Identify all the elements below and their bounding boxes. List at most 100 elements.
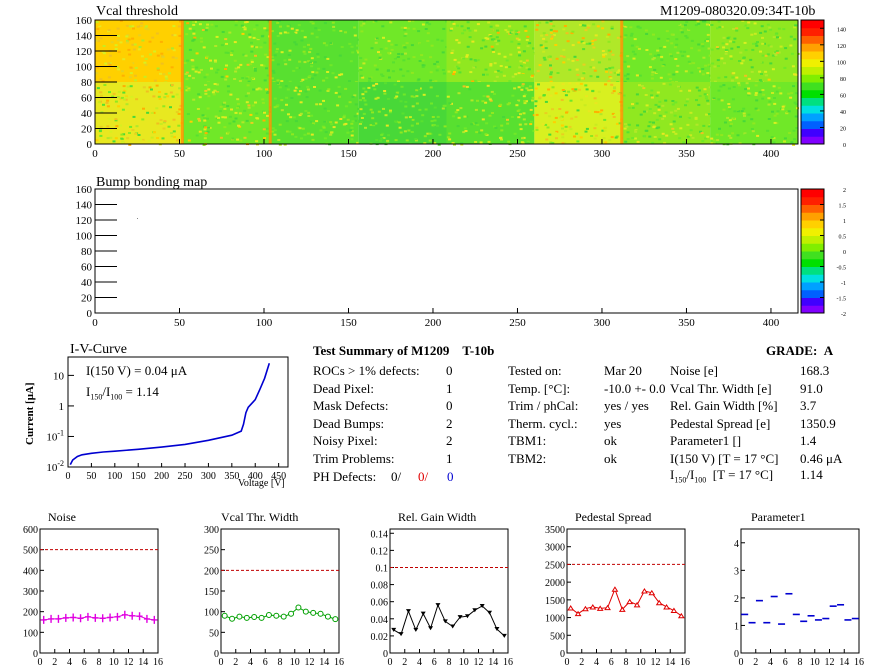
vcal-pixel — [123, 21, 127, 24]
vcal-pixel — [324, 59, 328, 62]
vcal-pixel — [561, 133, 565, 136]
vcal-pixel — [474, 29, 478, 32]
vcal-pixel — [457, 92, 461, 95]
vcal-pixel — [265, 132, 269, 135]
vcal-pixel — [523, 93, 527, 96]
vcal-pixel — [454, 111, 458, 114]
vcal-pixel — [425, 21, 429, 24]
vcal-pixel — [626, 77, 630, 80]
vcal-pixel — [701, 45, 705, 48]
vcal-pixel — [374, 41, 378, 44]
vcal-pixel — [265, 127, 269, 130]
vcal-pixel — [532, 130, 536, 132]
vcal-pixel — [350, 134, 354, 137]
vcal-pixel — [576, 73, 580, 76]
vcal-pixel — [653, 68, 657, 71]
vcal-pixel — [476, 99, 479, 102]
vcal-pixel — [210, 118, 214, 121]
vcal-pixel — [506, 103, 510, 106]
vcal-pixel — [172, 130, 176, 133]
vcal-pixel — [183, 62, 187, 65]
vcal-pixel — [230, 54, 234, 56]
vcal-pixel — [364, 126, 367, 129]
vcal-pixel — [99, 37, 103, 40]
vcal-pixel — [784, 57, 788, 60]
data-point — [596, 605, 604, 611]
vcal-pixel — [350, 122, 354, 125]
vcal-pixel — [685, 117, 689, 120]
vcal-pixel — [605, 35, 609, 38]
vcal-pixel — [552, 121, 556, 124]
vcal-pixel — [751, 48, 755, 51]
vcal-pixel — [551, 108, 554, 111]
vcal-pixel — [250, 68, 254, 71]
vcal-pixel — [394, 44, 398, 46]
vcal-pixel — [520, 88, 524, 91]
vcal-pixel — [744, 49, 748, 52]
vcal-pixel — [178, 108, 182, 111]
vcal-pixel — [697, 43, 701, 46]
vcal-pixel — [697, 89, 701, 92]
data-point — [251, 614, 258, 621]
vcal-pixel — [610, 136, 614, 139]
vcal-pixel — [761, 42, 765, 45]
vcal-pixel — [454, 29, 458, 32]
vcal-pixel — [98, 130, 102, 133]
defect-row-value: 1 — [446, 451, 453, 466]
vcal-pixel — [531, 74, 534, 77]
vcal-pixel — [274, 40, 278, 43]
vcal-pixel — [415, 95, 419, 98]
vcal-pixel — [603, 129, 607, 132]
vcal-pixel — [373, 88, 377, 91]
vcal-pixel — [476, 23, 480, 26]
vcal-pixel — [740, 62, 744, 65]
vcal-pixel — [442, 72, 446, 75]
small-y-tick: 2500 — [545, 560, 565, 571]
vcal-pixel — [226, 105, 230, 108]
small-x-tick: 8 — [447, 657, 452, 668]
vcal-pixel — [747, 92, 751, 95]
vcal-pixel — [506, 118, 509, 121]
vcal-pixel — [473, 79, 477, 82]
vcal-pixel — [761, 54, 765, 57]
vcal-pixel — [661, 65, 665, 67]
vcal-pixel — [234, 24, 238, 27]
vcal-pixel — [776, 67, 780, 70]
vcal-pixel — [649, 53, 653, 56]
vcal-pixel — [772, 95, 776, 98]
vcal-pixel — [654, 103, 658, 106]
bump-palette-tick: -0.5 — [837, 266, 847, 272]
vcal-pixel — [351, 120, 355, 123]
bump-palette-band — [801, 227, 824, 236]
vcal-pixel — [379, 139, 382, 142]
vcal-pixel — [792, 85, 795, 88]
vcal-pixel — [793, 123, 797, 126]
vcal-pixel — [716, 27, 719, 30]
vcal-pixel — [210, 23, 214, 26]
vcal-pixel — [545, 34, 549, 36]
vcal-pixel — [702, 56, 706, 59]
vcal-pixel — [276, 35, 280, 37]
vcal-pixel — [713, 65, 717, 68]
vcal-pixel — [717, 65, 720, 67]
vcal-pixel — [287, 54, 291, 56]
vcal-pixel — [760, 25, 764, 28]
vcal-pixel — [777, 86, 781, 89]
vcal-pixel — [350, 45, 354, 48]
vcal-pixel — [250, 59, 254, 62]
vcal-pixel — [153, 50, 157, 53]
defect-row-label: Noisy Pixel: — [313, 433, 378, 449]
vcal-pixel — [122, 58, 126, 61]
data-point — [487, 610, 493, 615]
vcal-pixel — [334, 76, 338, 79]
vcal-pixel — [763, 42, 766, 45]
vcal-pixel — [479, 141, 483, 144]
small-x-tick: 12 — [825, 657, 835, 668]
vcal-pixel — [767, 78, 771, 81]
vcal-pixel — [450, 27, 454, 30]
vcal-pixel — [341, 109, 345, 112]
vcal-pixel — [575, 68, 579, 71]
vcal-pixel — [733, 37, 737, 40]
vcal-y-tick: 60 — [81, 93, 93, 105]
vcal-pixel — [288, 80, 292, 83]
